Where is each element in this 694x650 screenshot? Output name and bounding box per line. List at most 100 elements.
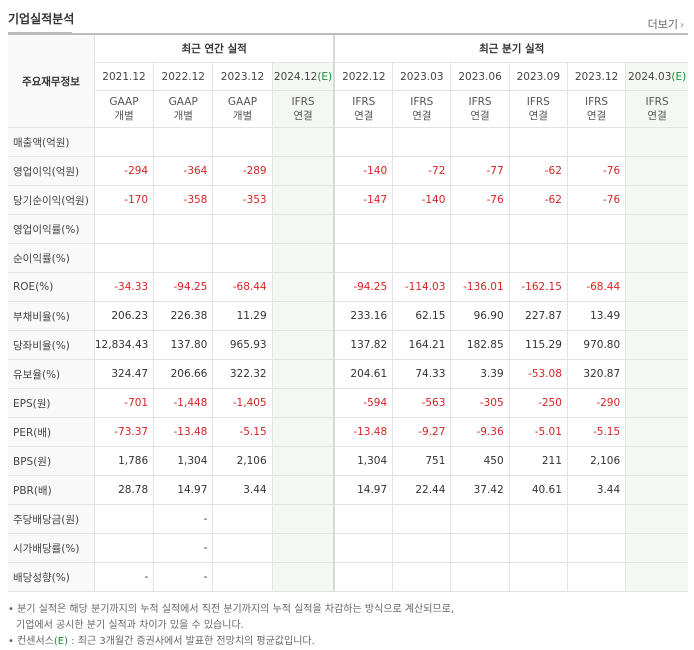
- footnotes: • 분기 실적은 해당 분기까지의 누적 실적에서 직전 분기까지의 누적 실적…: [8, 602, 454, 650]
- consolidation-type: 개별: [114, 110, 134, 122]
- more-link[interactable]: 더보기 ›: [648, 16, 684, 32]
- table-cell: 227.87: [508, 301, 568, 331]
- table-cell: [392, 533, 452, 563]
- table-cell: [271, 330, 335, 360]
- table-cell: [333, 243, 394, 273]
- table-row: 주당배당금(원) -: [8, 504, 688, 534]
- consolidation-type: 연결: [354, 110, 374, 122]
- table-cell: -76: [566, 185, 627, 215]
- row-label: 주당배당금(원): [8, 504, 95, 534]
- consolidation-type: 연결: [647, 110, 667, 122]
- table-cell: -594: [333, 388, 394, 418]
- table-cell: [212, 127, 273, 157]
- table-cell: [271, 475, 335, 505]
- table-cell: [93, 243, 155, 273]
- table-cell: [566, 214, 627, 244]
- consolidation-type: 개별: [173, 110, 193, 122]
- period-label: 2023.12: [574, 70, 619, 83]
- table-cell: 74.33: [392, 359, 452, 389]
- table-cell: [212, 562, 273, 592]
- table-cell: [271, 446, 335, 476]
- table-cell: [508, 562, 568, 592]
- table-cell: 206.23: [93, 301, 155, 331]
- table-cell: -73.37: [93, 417, 155, 447]
- table-cell: -5.15: [566, 417, 627, 447]
- table-cell: [271, 185, 335, 215]
- period-label: 2023.03: [400, 70, 444, 83]
- accounting-standard: IFRS: [526, 96, 550, 108]
- row-label: BPS(원): [8, 446, 95, 476]
- consolidation-type: 연결: [412, 110, 432, 122]
- table-cell: 11.29: [212, 301, 273, 331]
- note-line-1: 분기 실적은 해당 분기까지의 누적 실적에서 직전 분기까지의 누적 실적을 …: [17, 604, 455, 615]
- table-cell: [508, 533, 568, 563]
- note-line-3-prefix: 컨센서스: [17, 636, 54, 647]
- table-cell: -701: [93, 388, 155, 418]
- table-row: 영업이익률(%): [8, 214, 688, 244]
- period-header: 2023.12: [566, 62, 627, 91]
- table-cell: [93, 504, 155, 534]
- table-cell: -290: [566, 388, 627, 418]
- period-label: 2024.03: [627, 70, 672, 83]
- estimate-mark: (E): [317, 70, 333, 83]
- period-label: 2024.12: [273, 70, 318, 83]
- table-cell: [566, 243, 627, 273]
- quarter-group-header: 최근 분기 실적: [333, 33, 688, 63]
- table-cell: -34.33: [93, 272, 155, 302]
- accounting-standard: GAAP: [227, 96, 258, 108]
- section-title: 기업실적분석: [8, 10, 74, 33]
- table-cell: -68.44: [566, 272, 627, 302]
- table-cell: 1,304: [333, 446, 394, 476]
- table-cell: [153, 127, 214, 157]
- table-cell: [508, 504, 568, 534]
- table-cell: 14.97: [333, 475, 394, 505]
- table-row: 유보율(%) 324.47 206.66 322.32 204.61 74.33 3.39-…: [8, 359, 688, 389]
- table-cell: 62.15: [392, 301, 452, 331]
- table-cell: [625, 185, 688, 215]
- consolidation-type: 연결: [586, 110, 607, 122]
- table-row: 부채비율(%) 206.23 226.38 11.29 233.16 62.15 96.90…: [8, 301, 688, 331]
- consolidation-type: 개별: [232, 110, 253, 122]
- table-cell: [392, 504, 452, 534]
- table-cell: 182.85: [450, 330, 510, 360]
- row-label: 시가배당률(%): [8, 533, 95, 563]
- table-cell: -9.27: [392, 417, 452, 447]
- period-label: 2023.12: [220, 70, 265, 83]
- table-cell: [333, 533, 394, 563]
- table-cell: [271, 533, 335, 563]
- chevron-right-icon: ›: [680, 20, 684, 31]
- table-cell: 322.32: [212, 359, 273, 389]
- table-cell: -289: [212, 156, 273, 186]
- table-cell: 211: [508, 446, 568, 476]
- table-cell: -13.48: [333, 417, 394, 447]
- table-cell: -53.08: [508, 359, 568, 389]
- table-cell: -94.25: [333, 272, 394, 302]
- basis-header: IFRS 연결: [566, 90, 627, 128]
- table-cell: [212, 243, 273, 273]
- table-cell: [93, 127, 155, 157]
- period-label: 2023.09: [516, 70, 560, 83]
- table-cell: [153, 243, 214, 273]
- table-cell: -1,405: [212, 388, 273, 418]
- table-cell: [625, 272, 688, 302]
- table-row: PBR(배) 28.78 14.97 3.44 14.97 22.44 37.42 40.61…: [8, 475, 688, 505]
- period-label: 2021.12: [102, 70, 146, 83]
- table-cell: -147: [333, 185, 394, 215]
- table-cell: [508, 214, 568, 244]
- financial-table: 주요재무정보 최근 연간 실적 최근 분기 실적 2021.12 2022.12 2…: [8, 33, 688, 592]
- table-cell: [450, 562, 510, 592]
- table-cell: [566, 533, 627, 563]
- row-label: 매출액(억원): [8, 127, 95, 157]
- table-cell: [625, 388, 688, 418]
- basis-header-row: GAAP 개별 GAAP 개별 GAAP 개별 IFRS 연결 IFRS 연결 IFRS 연결 IFRS…: [8, 90, 688, 128]
- table-cell: 324.47: [93, 359, 155, 389]
- period-header: 2023.12: [212, 62, 273, 91]
- consolidation-type: 연결: [293, 110, 313, 122]
- table-row: 시가배당률(%) -: [8, 533, 688, 563]
- table-cell: 14.97: [153, 475, 214, 505]
- table-row: PER(배) -73.37 -13.48 -5.15 -13.48 -9.27 -9.36-…: [8, 417, 688, 447]
- basis-header: GAAP 개별: [212, 90, 273, 128]
- basis-header: IFRS 연결: [508, 90, 568, 128]
- period-header-row: 2021.12 2022.12 2023.12 2024.12(E) 2022.12 20…: [8, 62, 688, 91]
- table-cell: -: [153, 504, 214, 534]
